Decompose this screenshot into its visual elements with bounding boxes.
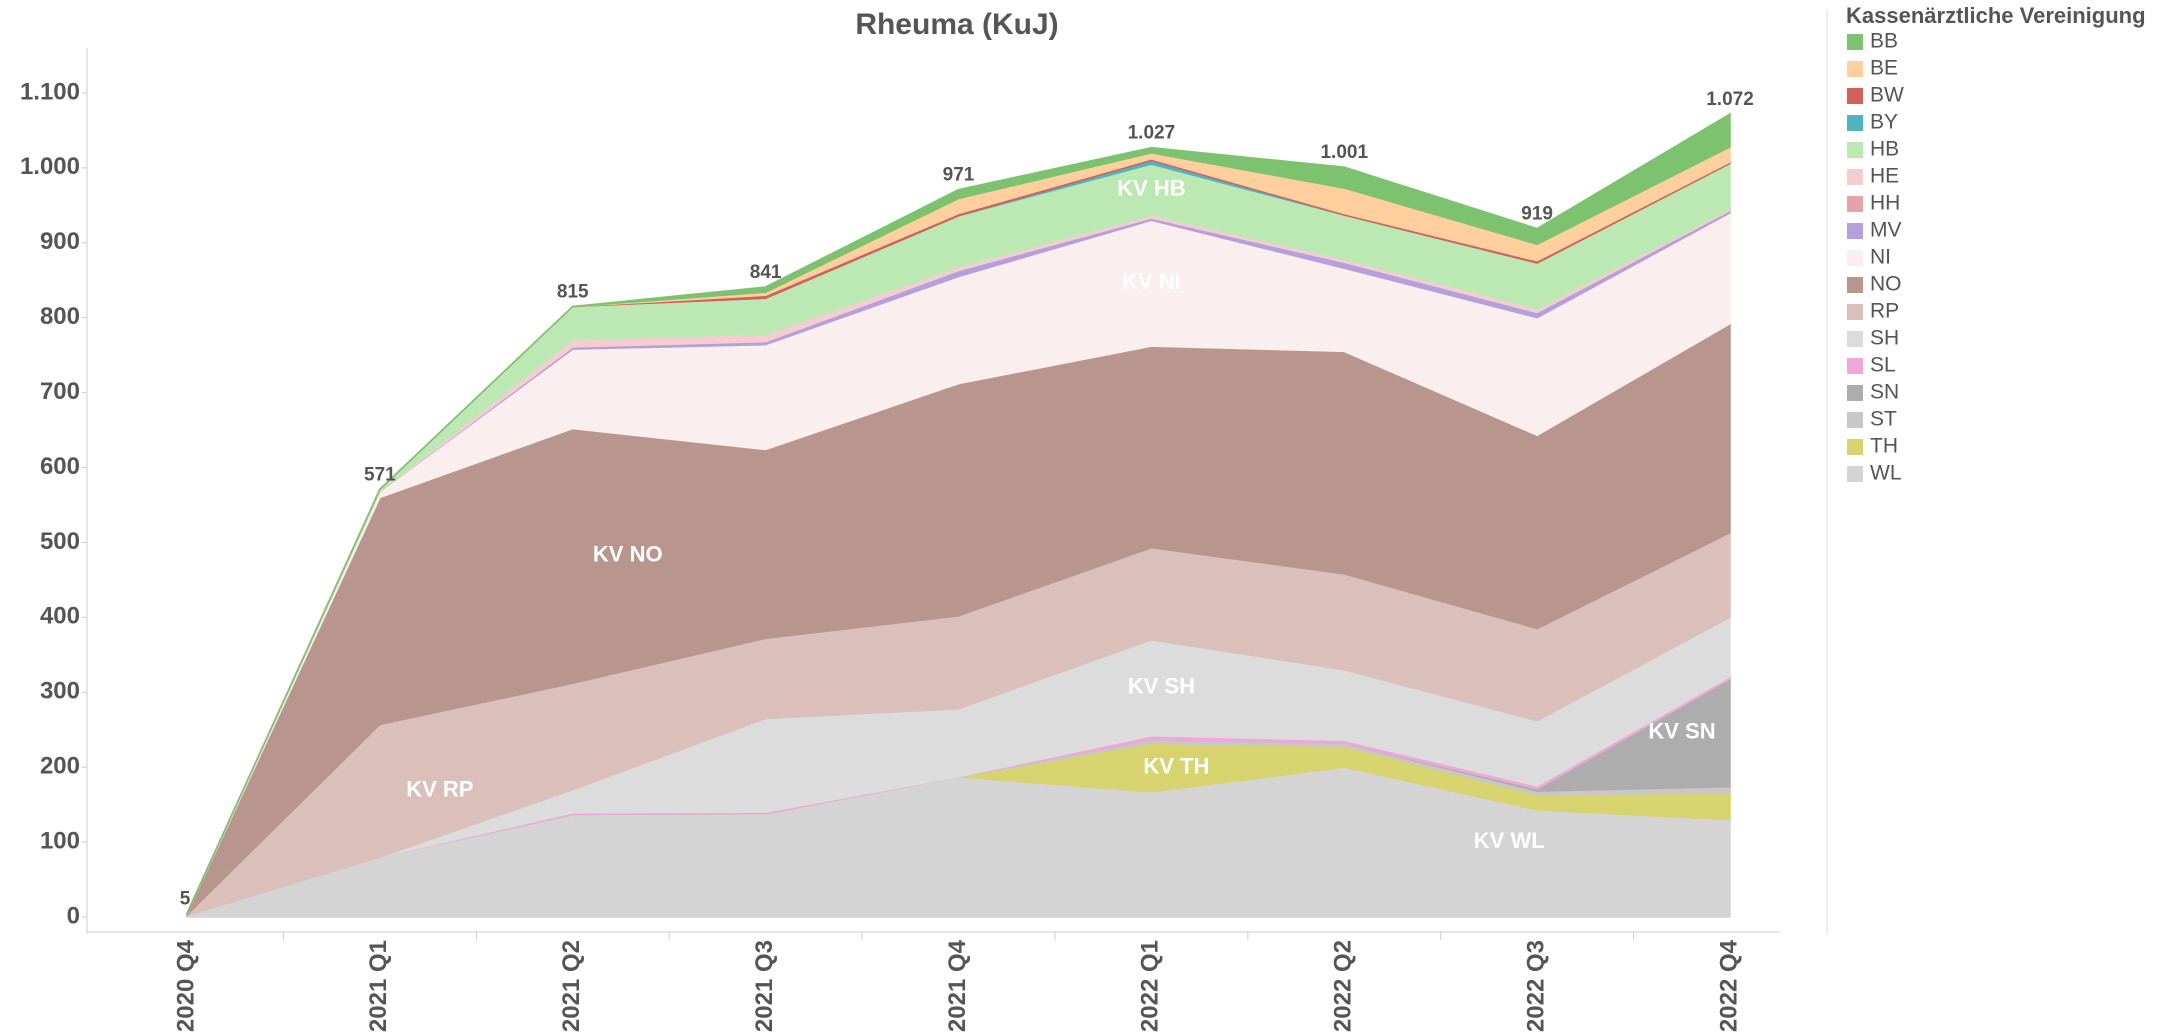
y-tick-label: 1.000: [20, 153, 80, 180]
legend-label: NO: [1870, 273, 1902, 296]
legend-label: MV: [1870, 219, 1902, 242]
legend-label: WL: [1870, 462, 1902, 485]
area-label: KV RP: [406, 777, 473, 802]
legend-label: ST: [1870, 408, 1897, 431]
legend-swatch: [1847, 277, 1863, 293]
legend-swatch: [1847, 223, 1863, 239]
total-label: 841: [750, 262, 782, 283]
y-tick-label: 200: [40, 753, 80, 780]
x-tick-label: 2022 Q1: [1137, 940, 1164, 1032]
legend-swatch: [1847, 304, 1863, 320]
legend-swatch: [1847, 439, 1863, 455]
area-label: KV TH: [1143, 753, 1209, 778]
legend-label: BB: [1870, 30, 1898, 53]
legend-swatch: [1847, 115, 1863, 131]
area-label: KV HB: [1117, 175, 1185, 200]
y-tick-label: 500: [40, 528, 80, 555]
x-tick-label: 2021 Q4: [944, 939, 971, 1032]
legend-swatch: [1847, 358, 1863, 374]
x-tick-label: 2022 Q3: [1522, 940, 1549, 1032]
y-tick-label: 800: [40, 303, 80, 330]
area-label: KV NO: [593, 542, 663, 567]
y-tick-label: 900: [40, 228, 80, 255]
legend-label: BY: [1870, 111, 1898, 134]
legend-swatch: [1847, 169, 1863, 185]
legend-label: HE: [1870, 165, 1899, 188]
legend-label: SL: [1870, 354, 1896, 377]
total-label: 1.001: [1320, 142, 1368, 163]
legend-label: NI: [1870, 246, 1891, 269]
legend-swatch: [1847, 142, 1863, 158]
total-label: 815: [557, 281, 589, 302]
legend-label: SH: [1870, 327, 1899, 350]
total-label: 919: [1521, 204, 1553, 225]
x-tick-label: 2021 Q1: [365, 940, 392, 1032]
legend-swatch: [1847, 34, 1863, 50]
legend-title: Kassenärztliche Vereinigung: [1846, 3, 2146, 28]
legend-swatch: [1847, 331, 1863, 347]
area-label: KV SN: [1648, 719, 1715, 744]
y-tick-label: 600: [40, 453, 80, 480]
total-label: 571: [364, 464, 396, 485]
legend-label: TH: [1870, 435, 1898, 458]
chart-title: Rheuma (KuJ): [855, 8, 1058, 41]
y-tick-label: 0: [67, 902, 80, 929]
y-tick-label: 300: [40, 678, 80, 705]
area: [186, 112, 1731, 914]
legend-label: HB: [1870, 138, 1899, 161]
x-tick-label: 2020 Q4: [172, 939, 199, 1032]
total-label: 971: [943, 165, 975, 186]
legend-swatch: [1847, 385, 1863, 401]
legend-label: RP: [1870, 300, 1899, 323]
legend-label: BW: [1870, 84, 1904, 107]
legend-swatch: [1847, 466, 1863, 482]
legend-swatch: [1847, 61, 1863, 77]
legend-label: BE: [1870, 57, 1898, 80]
legend-label: SN: [1870, 381, 1899, 404]
total-label: 1.072: [1706, 89, 1754, 110]
x-tick-label: 2022 Q4: [1715, 939, 1742, 1032]
total-label: 5: [180, 888, 191, 909]
x-tick-label: 2021 Q3: [751, 940, 778, 1032]
area-label: KV NI: [1122, 269, 1181, 294]
legend-label: HH: [1870, 192, 1900, 215]
legend-swatch: [1847, 412, 1863, 428]
total-label: 1.027: [1128, 123, 1176, 144]
y-tick-label: 1.100: [20, 78, 80, 105]
area-label: KV SH: [1128, 674, 1195, 699]
legend-swatch: [1847, 88, 1863, 104]
x-tick-label: 2022 Q2: [1330, 940, 1357, 1032]
x-tick-label: 2021 Q2: [558, 940, 585, 1032]
legend-swatch: [1847, 196, 1863, 212]
y-tick-label: 400: [40, 603, 80, 630]
area-label: KV WL: [1474, 828, 1545, 853]
y-tick-label: 700: [40, 378, 80, 405]
legend-swatch: [1847, 250, 1863, 266]
y-tick-label: 100: [40, 827, 80, 854]
